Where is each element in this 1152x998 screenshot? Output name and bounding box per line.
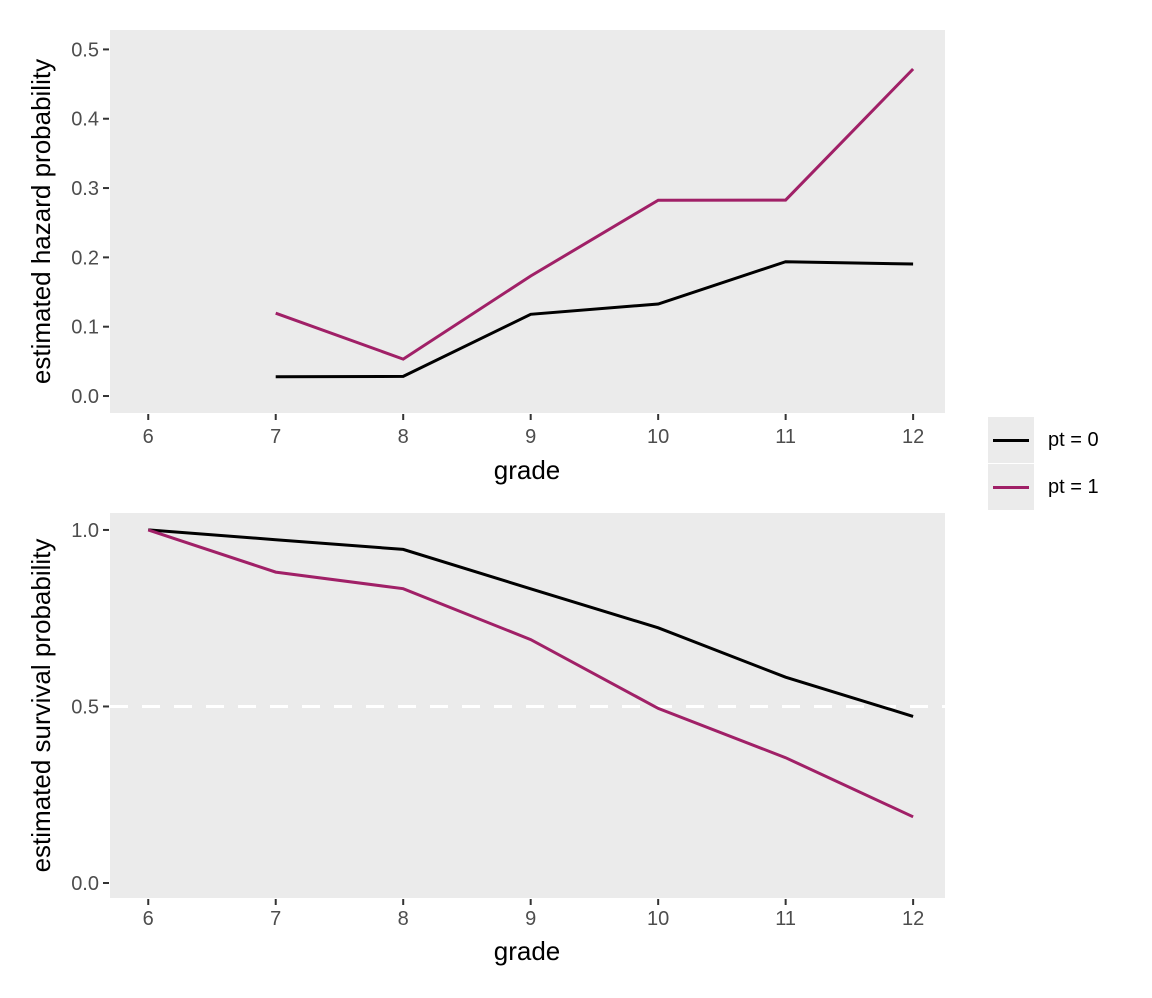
svg-text:7: 7 (270, 426, 281, 448)
svg-text:12: 12 (902, 426, 924, 448)
legend-key-pt0 (988, 417, 1034, 463)
svg-text:1.0: 1.0 (71, 520, 99, 542)
hazard-axis-ticks: 6 7 8 9 10 11 12 0.0 0.1 0.2 0.3 0.4 0.5 (71, 39, 924, 448)
legend-item-pt1: pt = 1 (988, 464, 1099, 510)
svg-text:10: 10 (647, 908, 669, 930)
hazard-x-axis-title: grade (494, 455, 561, 485)
svg-text:0.1: 0.1 (71, 317, 99, 339)
svg-text:7: 7 (270, 908, 281, 930)
hazard-series (275, 67, 915, 379)
legend-key-pt1 (988, 464, 1034, 510)
hazard-panel (110, 30, 945, 413)
survival-x-axis-title: grade (494, 936, 561, 966)
svg-text:0.5: 0.5 (71, 696, 99, 718)
legend-label-pt1: pt = 1 (1048, 475, 1099, 498)
svg-text:0.0: 0.0 (71, 386, 99, 408)
legend-label-pt0: pt = 0 (1048, 428, 1099, 451)
svg-text:10: 10 (647, 426, 669, 448)
svg-text:8: 8 (398, 908, 409, 930)
hazard-chart: 6 7 8 9 10 11 12 0.0 0.1 0.2 0.3 0.4 0.5 grade estim… (26, 30, 945, 485)
svg-text:9: 9 (525, 426, 536, 448)
survival-chart: 6 7 8 9 10 11 12 0.0 0.5 1.0 grade estimated surv… (26, 513, 945, 966)
svg-text:11: 11 (775, 426, 796, 448)
svg-text:0.0: 0.0 (71, 873, 99, 895)
svg-text:11: 11 (775, 908, 796, 930)
survival-axis-ticks: 6 7 8 9 10 11 12 0.0 0.5 1.0 (71, 520, 924, 930)
svg-text:6: 6 (143, 426, 154, 448)
survival-y-axis-title: estimated survival probability (26, 539, 56, 873)
pt0-line-swatch (993, 438, 1029, 442)
survival-series (110, 528, 945, 819)
svg-text:9: 9 (525, 908, 536, 930)
svg-text:0.5: 0.5 (71, 39, 99, 61)
legend: pt = 0 pt = 1 (988, 417, 1099, 510)
pt1-line-swatch (993, 485, 1029, 489)
legend-item-pt0: pt = 0 (988, 417, 1099, 463)
svg-text:0.3: 0.3 (71, 178, 99, 200)
svg-text:12: 12 (902, 908, 924, 930)
svg-text:8: 8 (398, 426, 409, 448)
hazard-y-axis-title: estimated hazard probability (26, 59, 56, 384)
svg-text:6: 6 (143, 908, 154, 930)
svg-text:0.2: 0.2 (71, 247, 99, 269)
svg-text:0.4: 0.4 (71, 109, 99, 131)
